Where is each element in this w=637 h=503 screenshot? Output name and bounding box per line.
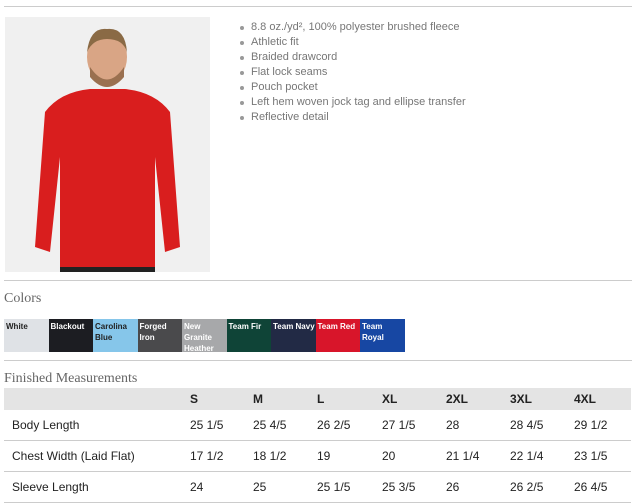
colors-heading: Colors xyxy=(4,291,42,306)
table-cell: 25 3/5 xyxy=(382,471,446,503)
table-cell: 18 1/2 xyxy=(253,440,317,472)
color-swatch[interactable]: Blackout xyxy=(48,319,93,352)
color-swatch[interactable]: Forged Iron xyxy=(137,319,182,352)
column-header: XL xyxy=(382,388,446,410)
table-cell: 23 1/5 xyxy=(574,440,631,472)
divider xyxy=(4,360,632,361)
table-cell: 28 4/5 xyxy=(510,410,574,441)
table-row: Body Length 25 1/5 25 4/5 26 2/5 27 1/5 28 28 … xyxy=(4,410,631,441)
table-cell: 19 xyxy=(317,440,382,472)
table-cell: 26 2/5 xyxy=(317,410,382,441)
color-swatch[interactable]: White xyxy=(4,319,49,352)
feature-item: Reflective detail xyxy=(238,110,466,125)
column-header: L xyxy=(317,388,382,410)
column-header: 3XL xyxy=(510,388,574,410)
table-cell: 17 1/2 xyxy=(190,440,253,472)
measurements-heading: Finished Measurements xyxy=(4,371,138,386)
feature-item: Athletic fit xyxy=(238,35,466,50)
color-swatches: White Blackout Carolina Blue Forged Iron New… xyxy=(4,319,405,352)
color-swatch[interactable]: Team Royal xyxy=(360,319,405,352)
table-cell: 22 1/4 xyxy=(510,440,574,472)
column-header: 2XL xyxy=(446,388,510,410)
feature-item: 8.8 oz./yd², 100% polyester brushed flee… xyxy=(238,20,466,35)
table-cell: 24 xyxy=(190,471,253,503)
table-cell: 26 2/5 xyxy=(510,471,574,503)
feature-item: Pouch pocket xyxy=(238,80,466,95)
table-row: Sleeve Length 24 25 25 1/5 25 3/5 26 26 2/5 26 … xyxy=(4,471,631,503)
table-cell: 21 1/4 xyxy=(446,440,510,472)
table-cell: 29 1/2 xyxy=(574,410,631,441)
feature-item: Flat lock seams xyxy=(238,65,466,80)
table-cell: 25 xyxy=(253,471,317,503)
divider xyxy=(4,6,632,7)
table-row: Chest Width (Laid Flat) 17 1/2 18 1/2 19 20 2… xyxy=(4,440,631,472)
feature-item: Left hem woven jock tag and ellipse tran… xyxy=(238,95,466,110)
column-header xyxy=(4,388,190,410)
column-header: S xyxy=(190,388,253,410)
table-cell: 28 xyxy=(446,410,510,441)
table-cell: 25 1/5 xyxy=(317,471,382,503)
divider xyxy=(4,280,632,281)
table-cell: 25 4/5 xyxy=(253,410,317,441)
table-cell: 27 1/5 xyxy=(382,410,446,441)
feature-item: Braided drawcord xyxy=(238,50,466,65)
color-swatch[interactable]: Team Navy xyxy=(271,319,316,352)
row-label: Chest Width (Laid Flat) xyxy=(4,440,190,472)
table-cell: 25 1/5 xyxy=(190,410,253,441)
column-header: 4XL xyxy=(574,388,631,410)
feature-list: 8.8 oz./yd², 100% polyester brushed flee… xyxy=(238,20,466,125)
row-label: Sleeve Length xyxy=(4,471,190,503)
table-cell: 20 xyxy=(382,440,446,472)
table-cell: 26 4/5 xyxy=(574,471,631,503)
color-swatch[interactable]: New Granite Heather xyxy=(182,319,227,352)
color-swatch[interactable]: Team Fir xyxy=(226,319,271,352)
product-image xyxy=(5,17,210,272)
table-cell: 26 xyxy=(446,471,510,503)
measurements-table: S M L XL 2XL 3XL 4XL Body Length 25 1/5 25 4/5 26 … xyxy=(4,388,631,503)
column-header: M xyxy=(253,388,317,410)
color-swatch[interactable]: Carolina Blue xyxy=(93,319,138,352)
row-label: Body Length xyxy=(4,410,190,441)
color-swatch[interactable]: Team Red xyxy=(315,319,360,352)
